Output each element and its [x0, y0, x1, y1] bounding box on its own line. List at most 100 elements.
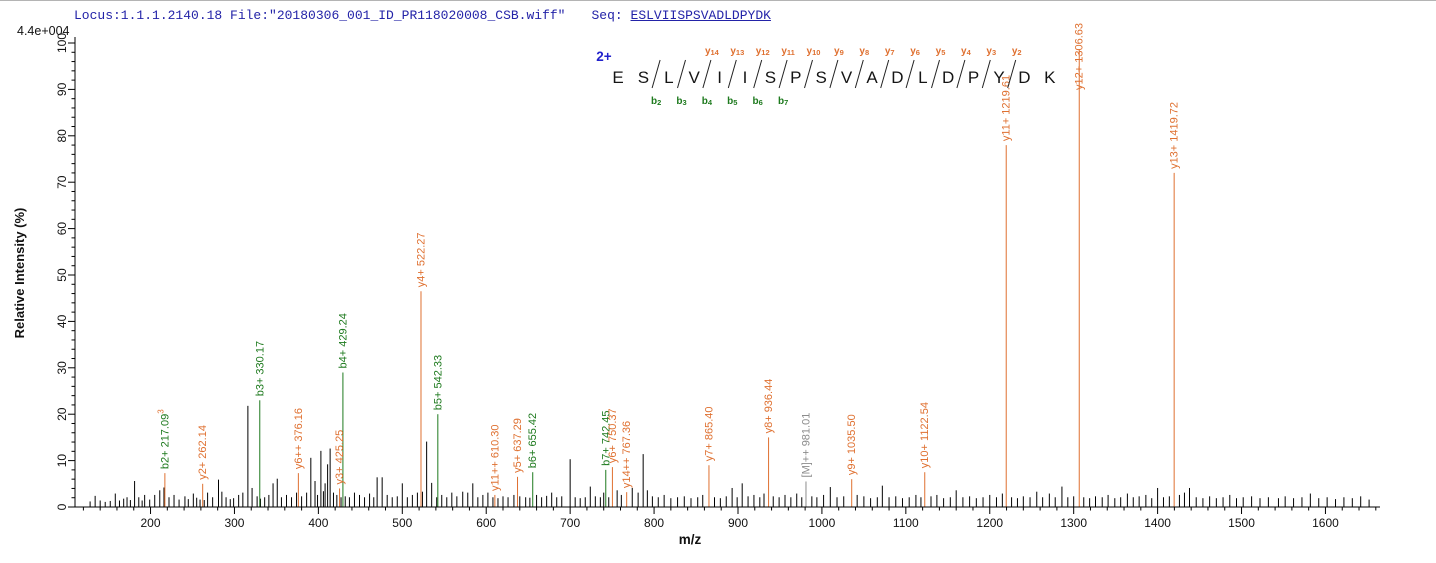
b-ion-tag: b2 — [651, 96, 661, 107]
x-tick-label: 1200 — [976, 516, 1003, 530]
x-tick-label: 1300 — [1060, 516, 1087, 530]
y-ion-tag: y11 — [781, 46, 795, 57]
y-ion-tag: y3 — [986, 46, 996, 57]
cleavage-slash — [931, 59, 940, 89]
b-ion-tag: b6 — [753, 96, 763, 107]
fragment-peak-label: y3+ 425.25 — [334, 430, 346, 485]
y-ion-tag: y13 — [730, 46, 744, 57]
header-line: Locus:1.1.1.2140.18 File:"20180306_001_I… — [74, 8, 771, 23]
sequence-residue: D — [942, 68, 954, 87]
fragment-peak-label: b3+ 330.17 — [254, 341, 266, 396]
x-tick-label: 800 — [644, 516, 664, 530]
fragment-peak-label: b2+ 217.093 — [156, 409, 171, 469]
sequence-residue: E — [612, 68, 623, 87]
sequence-residue: L — [918, 68, 927, 87]
sequence-residue: D — [1018, 68, 1030, 87]
y-ion-tag: y14 — [705, 46, 720, 57]
x-tick-label: 1100 — [893, 516, 919, 530]
sequence-residue: I — [743, 68, 748, 87]
cleavage-slash — [804, 59, 813, 89]
fragment-peak-label: y13+ 1419.72 — [1169, 102, 1181, 169]
sequence-residue: P — [968, 68, 979, 87]
y-tick-label: 90 — [55, 82, 69, 96]
cleavage-slash — [829, 59, 839, 89]
fragment-peak-label: y6+ 750.37 — [607, 408, 619, 463]
fragment-peak-label: b7+ 742.45 — [600, 411, 612, 466]
fragment-peak-label: b6+ 655.42 — [527, 413, 539, 468]
y-tick-label: 30 — [55, 361, 69, 375]
y-tick-label: 60 — [55, 222, 69, 236]
sequence-residue: V — [841, 68, 853, 87]
fragment-peak-label: y7+ 865.40 — [703, 406, 715, 461]
x-tick-label: 1400 — [1144, 516, 1171, 530]
b-ion-tag: b5 — [727, 96, 737, 107]
y-tick-label: 50 — [55, 268, 69, 282]
fragment-peak-label: y14++ 767.36 — [621, 421, 633, 488]
b-ion-tag: b4 — [702, 96, 713, 107]
y-ion-tag: y12 — [756, 46, 770, 57]
y-ion-tag: y9 — [834, 46, 844, 57]
y-tick-label: 10 — [55, 454, 69, 468]
y-ion-tag: y10 — [807, 46, 821, 57]
x-axis-title: m/z — [679, 532, 702, 547]
y-tick-label: 100 — [55, 33, 69, 53]
y-ion-tag: y7 — [885, 46, 895, 57]
y-tick-label: 80 — [55, 129, 69, 143]
x-tick-label: 300 — [224, 516, 244, 530]
fragment-peaks — [164, 49, 1175, 507]
y-tick-label: 0 — [55, 503, 69, 510]
noise-peaks — [89, 405, 1370, 507]
y-ticks: 0 10 20 30 40 50 60 70 80 90 100 — [55, 33, 75, 510]
fragment-peak-label: y10+ 1122.54 — [919, 402, 931, 468]
fragment-peak-label: y8+ 936.44 — [763, 379, 775, 434]
cleavage-slash — [956, 59, 966, 89]
cleavage-slash — [905, 59, 915, 89]
x-tick-label: 1500 — [1228, 516, 1255, 530]
x-tick-label: 400 — [308, 516, 328, 530]
x-tick-label: 1000 — [809, 516, 836, 530]
x-tick-label: 700 — [560, 516, 580, 530]
x-ticks: 200 300 400 500 600 700 800 900 1000 1100 1200 1300… — [82, 507, 1377, 530]
cleavage-slash — [753, 59, 763, 89]
sequence-residue: I — [717, 68, 722, 87]
cleavage-slash — [880, 59, 890, 89]
sequence-residue: P — [790, 68, 801, 87]
sequence-residue: V — [689, 68, 701, 87]
y-ion-tag: y4 — [961, 46, 972, 57]
fragment-peak-label: y4+ 522.27 — [415, 232, 427, 287]
cleavage-slash — [854, 59, 864, 89]
cleavage-slash — [981, 59, 991, 89]
cleavage-slash — [702, 59, 712, 89]
locus-file-text: Locus:1.1.1.2140.18 File:"20180306_001_I… — [74, 8, 566, 23]
fragment-peak-label: y2+ 262.14 — [197, 425, 209, 480]
sequence-residue: L — [664, 68, 673, 87]
fragment-peak-label: y11++ 610.30 — [489, 424, 501, 490]
x-tick-label: 200 — [141, 516, 161, 530]
y-tick-label: 70 — [55, 175, 69, 189]
cleavage-slash — [677, 59, 686, 89]
y-axis-title: Relative Intensity (%) — [12, 208, 27, 339]
fragment-peak-label: y9+ 1035.50 — [846, 414, 858, 475]
cleavage-slash — [1007, 59, 1017, 89]
x-tick-label: 500 — [392, 516, 412, 530]
b-ion-tag: b3 — [676, 96, 686, 107]
sequence-residue: K — [1044, 68, 1056, 87]
sequence-residue: S — [765, 68, 776, 87]
b-ion-tag: b7 — [778, 96, 788, 107]
seq-label: Seq: — [591, 8, 623, 23]
y-tick-label: 40 — [55, 314, 69, 328]
x-tick-label: 900 — [728, 516, 748, 530]
seq-value: ESLVIISPSVADLDPYDK — [630, 8, 771, 23]
precursor-charge-label: 2+ — [596, 49, 612, 64]
fragment-peak-label: y5+ 637.29 — [512, 418, 524, 473]
fragment-peak-label: [M]++ 981.01 — [800, 413, 812, 478]
sequence-residue: D — [891, 68, 903, 87]
fragment-peak-label: b4+ 429.24 — [337, 313, 349, 368]
sequence-residue: Y — [993, 68, 1004, 87]
axes — [74, 37, 1380, 508]
fragment-peak-label: b5+ 542.33 — [432, 355, 444, 410]
fragment-peak-labels: b2+ 217.093 y2+ 262.14 b3+ 330.17 y6++ 376.… — [156, 23, 1180, 491]
fragment-peak-label: y11+ 1219.61 — [1001, 75, 1013, 141]
